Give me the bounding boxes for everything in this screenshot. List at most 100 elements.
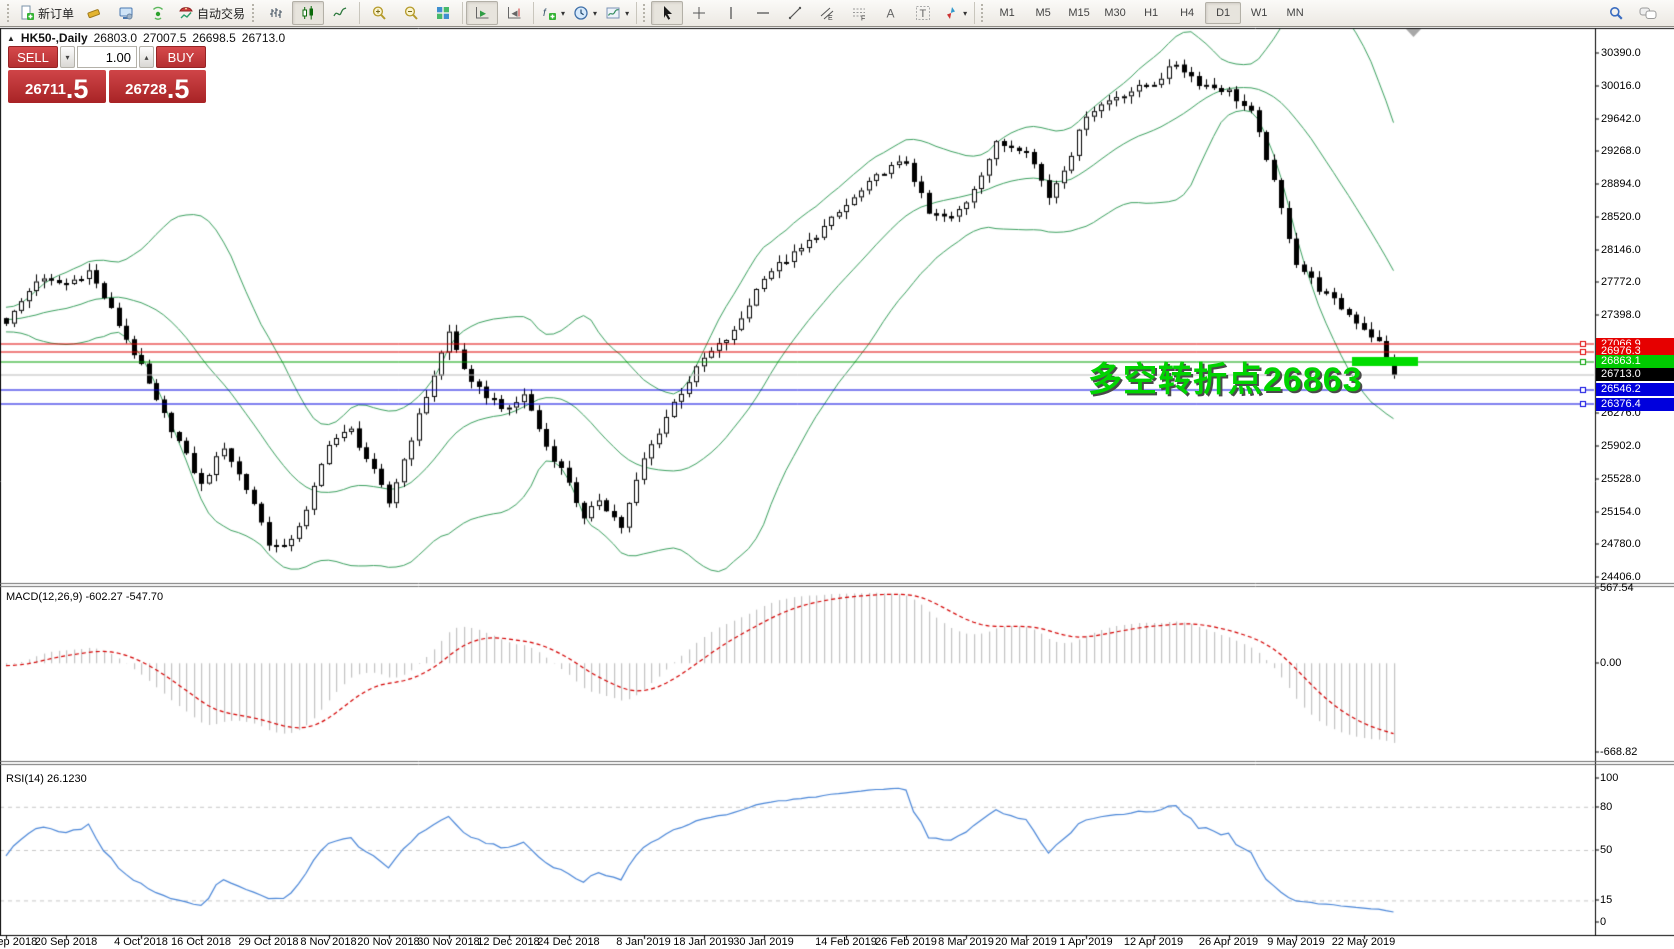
templates-button[interactable]: ▾ <box>601 1 633 25</box>
timeframe-button-m30[interactable]: M30 <box>1104 7 1126 19</box>
macd-axis-max: 567.54 <box>1600 582 1634 594</box>
timeframe-button-w1[interactable]: W1 <box>1250 7 1268 19</box>
fibonacci-icon: F <box>853 8 865 21</box>
price-axis-tick: 25528.0 <box>1601 472 1641 485</box>
vertical-line-button[interactable] <box>715 1 747 25</box>
timeframe-button-d1[interactable]: D1 <box>1205 2 1242 24</box>
toolbar-separator <box>533 2 535 24</box>
price-axis-tick: 28520.0 <box>1601 210 1641 223</box>
price-axis-tick: 27398.0 <box>1601 309 1641 321</box>
buy-price-main: 26728 <box>125 81 167 98</box>
date-axis-label: 20 Sep 2018 <box>34 936 98 948</box>
timeframe-button-h1[interactable]: H1 <box>1144 7 1159 19</box>
text-t-glyph: T <box>920 8 927 20</box>
zoom-out-button[interactable] <box>395 1 427 25</box>
toolbar-grip[interactable] <box>7 4 12 22</box>
periods-button[interactable]: ▾ <box>569 1 601 25</box>
price-axis-tick: 24406.0 <box>1601 571 1641 584</box>
zoom-in-icon <box>372 6 386 20</box>
date-axis-label: 24 Dec 2018 <box>537 936 600 948</box>
rsi-axis-tick: 100 <box>1600 772 1619 784</box>
chat-button[interactable] <box>1632 1 1664 25</box>
zoom-in-button[interactable] <box>363 1 395 25</box>
date-axis-label: 4 Oct 2018 <box>114 936 168 948</box>
chart-shift-button[interactable] <box>498 1 530 25</box>
signals-button[interactable] <box>142 1 174 25</box>
timeframe-button-m5[interactable]: M5 <box>1035 7 1051 19</box>
timeframe-button-mn[interactable]: MN <box>1286 7 1304 19</box>
price-axis-tick: 28894.0 <box>1601 178 1641 190</box>
price-axis-tick: 30390.0 <box>1601 47 1641 59</box>
volume-increase-button[interactable]: ▴ <box>139 46 154 68</box>
timeframe-button-h4[interactable]: H4 <box>1180 7 1195 19</box>
buy-price-fraction: .5 <box>166 74 190 105</box>
autotrading-button[interactable]: 自动交易 <box>174 1 249 25</box>
one-click-trading-widget: SELL ▾ 1.00 ▴ BUY 26711 .5 26728 .5 <box>8 46 206 103</box>
text-button[interactable]: A <box>875 1 907 25</box>
horizontal-line-button[interactable] <box>747 1 779 25</box>
candlestick-chart-button[interactable] <box>292 1 325 25</box>
autotrading-icon <box>179 7 193 19</box>
search-button[interactable] <box>1600 1 1632 25</box>
crosshair-button[interactable] <box>683 1 715 25</box>
eraser-button[interactable] <box>78 1 110 25</box>
price-level-tag: 26976.3 <box>1596 345 1674 359</box>
tile-windows-button[interactable] <box>427 1 459 25</box>
autotrading-label: 自动交易 <box>197 6 246 21</box>
toolbar-grip[interactable] <box>643 4 648 22</box>
sell-price-tile[interactable]: 26711 .5 <box>8 70 106 103</box>
chevron-down-icon: ▾ <box>963 8 968 18</box>
price-level-tag: 26546.2 <box>1596 383 1674 397</box>
cursor-button[interactable] <box>651 1 684 25</box>
date-axis-label: 1 Apr 2019 <box>1059 936 1113 948</box>
webterminal-icon <box>119 7 133 20</box>
timeframe-button-m15[interactable]: M15 <box>1068 7 1090 19</box>
trendline-button[interactable] <box>779 1 811 25</box>
date-axis-label: 20 Nov 2018 <box>357 936 420 948</box>
price-axis-tick: 25154.0 <box>1601 505 1641 518</box>
collapse-triangle-icon[interactable]: ▲ <box>7 33 15 43</box>
date-axis-label: 8 Jan 2019 <box>616 936 671 948</box>
ohlc-low: 26698.5 <box>192 31 236 45</box>
timeframe-button-m1[interactable]: M1 <box>999 7 1015 19</box>
price-axis-tick: 30016.0 <box>1601 79 1641 92</box>
line-chart-button[interactable] <box>324 1 356 25</box>
date-axis-label: 14 Feb 2019 <box>815 936 877 948</box>
date-axis-label: 26 Feb 2019 <box>875 936 937 948</box>
fibonacci-button[interactable]: F <box>843 1 875 25</box>
price-level-tag: 26863.1 <box>1596 355 1674 369</box>
webterminal-button[interactable] <box>110 1 142 25</box>
vertical-line-icon <box>730 7 732 19</box>
equidistant-channel-icon: E <box>820 7 834 21</box>
price-level-tag: 26376.4 <box>1596 397 1674 411</box>
sell-price-fraction: .5 <box>65 74 89 105</box>
date-axis-label: 30 Nov 2018 <box>417 936 480 948</box>
indicator-f-glyph: f <box>543 8 547 19</box>
date-axis-label: 22 May 2019 <box>1331 936 1396 948</box>
indicators-button[interactable]: f ▾ <box>537 1 569 25</box>
buy-button[interactable]: BUY <box>156 46 206 68</box>
new-order-button[interactable]: 新订单 <box>15 1 78 25</box>
arrows-button[interactable]: ▾ <box>939 1 971 25</box>
text-label-button[interactable]: T <box>907 1 939 25</box>
toolbar-separator <box>462 2 464 24</box>
auto-scroll-button[interactable] <box>466 1 499 25</box>
toolbar-grip[interactable] <box>252 4 257 22</box>
volume-input[interactable]: 1.00 <box>77 46 137 68</box>
bar-chart-button[interactable] <box>260 1 292 25</box>
chevron-down-icon: ▾ <box>593 8 598 18</box>
buy-price-tile[interactable]: 26728 .5 <box>108 70 206 105</box>
date-axis-label: 20 Mar 2019 <box>995 936 1057 948</box>
volume-decrease-button[interactable]: ▾ <box>60 46 75 68</box>
zoom-out-icon <box>404 6 418 20</box>
clock-icon <box>574 6 588 20</box>
toolbar-grip[interactable] <box>981 4 986 22</box>
rsi-axis-tick: 50 <box>1600 844 1613 856</box>
sell-button[interactable]: SELL <box>8 46 58 68</box>
templates-icon <box>606 7 620 19</box>
equidistant-channel-button[interactable]: E <box>811 1 843 25</box>
text-label-icon: T <box>916 6 931 20</box>
chevron-down-icon: ▾ <box>561 8 566 18</box>
